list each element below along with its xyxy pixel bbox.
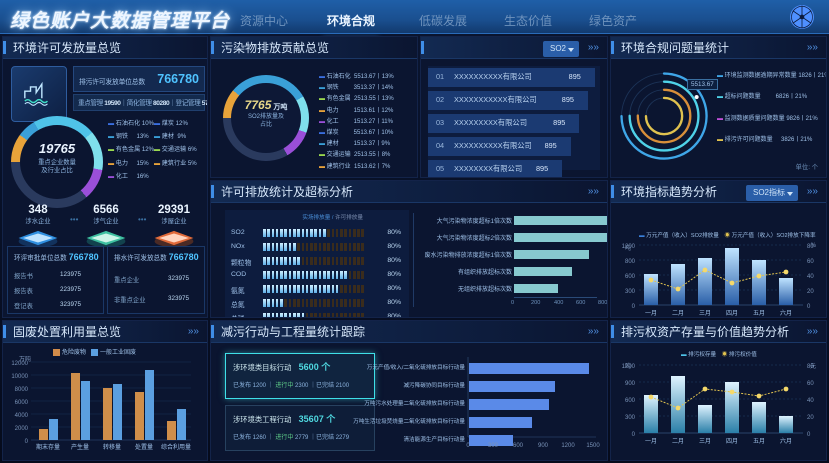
svg-text:二月: 二月 [672, 310, 684, 317]
svg-text:300: 300 [488, 443, 499, 449]
svg-text:0: 0 [25, 439, 29, 445]
svg-text:0: 0 [807, 304, 811, 310]
svg-text:40: 40 [807, 274, 814, 280]
svg-text:1200: 1200 [622, 244, 636, 250]
svg-text:600: 600 [625, 398, 636, 404]
svg-text:2000: 2000 [15, 426, 29, 432]
svg-text:6000: 6000 [15, 400, 29, 406]
svg-text:12000: 12000 [11, 361, 28, 367]
svg-text:0: 0 [632, 432, 636, 438]
svg-text:一月: 一月 [645, 310, 657, 317]
svg-text:四月: 四月 [726, 310, 738, 317]
svg-text:800: 800 [625, 259, 636, 265]
svg-text:四月: 四月 [726, 438, 738, 445]
svg-text:8000: 8000 [15, 387, 29, 393]
svg-text:300: 300 [625, 415, 636, 421]
svg-text:600: 600 [625, 274, 636, 280]
svg-text:减污降碳协同目标行动量: 减污降碳协同目标行动量 [403, 381, 465, 389]
svg-text:三月: 三月 [699, 438, 711, 445]
svg-text:转移量: 转移量 [103, 443, 121, 451]
svg-text:600: 600 [513, 443, 524, 449]
svg-text:40: 40 [807, 398, 814, 404]
svg-text:万吨污水处理量二氧化硫排放目标行动量: 万吨污水处理量二氧化硫排放目标行动量 [364, 399, 465, 407]
svg-text:万吨生活垃圾焚烧量二氧化硫排放目标行动量: 万吨生活垃圾焚烧量二氧化硫排放目标行动量 [353, 417, 465, 425]
svg-text:万元产值/收入/二氧化硫排放目标行动量: 万元产值/收入/二氧化硫排放目标行动量 [367, 363, 466, 371]
svg-text:20: 20 [807, 415, 814, 421]
svg-text:清洁能源生产目标行动量: 清洁能源生产目标行动量 [403, 435, 465, 443]
svg-text:60: 60 [807, 259, 814, 265]
svg-text:1200: 1200 [622, 364, 636, 370]
svg-text:80: 80 [807, 244, 814, 250]
svg-text:二月: 二月 [672, 438, 684, 445]
svg-text:80: 80 [807, 364, 814, 370]
svg-text:三月: 三月 [699, 310, 711, 317]
svg-text:五月: 五月 [753, 438, 765, 445]
svg-text:产生量: 产生量 [71, 443, 89, 451]
svg-text:900: 900 [538, 443, 549, 449]
svg-text:0: 0 [632, 304, 636, 310]
svg-text:一月: 一月 [645, 438, 657, 445]
svg-text:20: 20 [807, 289, 814, 295]
svg-text:期末存量: 期末存量 [36, 443, 60, 451]
svg-text:60: 60 [807, 381, 814, 387]
svg-text:900: 900 [625, 381, 636, 387]
svg-text:0: 0 [807, 432, 811, 438]
svg-text:六月: 六月 [780, 309, 792, 317]
svg-text:1500: 1500 [586, 443, 600, 449]
svg-text:10000: 10000 [11, 374, 28, 380]
svg-text:4000: 4000 [15, 413, 29, 419]
svg-text:综合利用量: 综合利用量 [161, 443, 191, 451]
svg-text:处置量: 处置量 [135, 443, 153, 451]
svg-text:六月: 六月 [780, 437, 792, 445]
svg-text:300: 300 [625, 289, 636, 295]
svg-text:1200: 1200 [561, 443, 575, 449]
svg-text:五月: 五月 [753, 310, 765, 317]
